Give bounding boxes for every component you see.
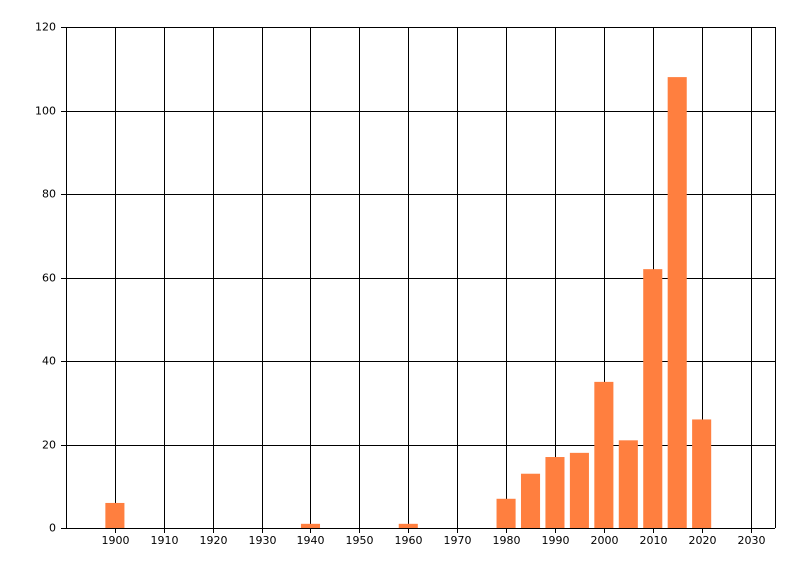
x-tick-label: 1950 — [346, 534, 374, 547]
bar — [692, 419, 712, 528]
x-tick-label: 1980 — [493, 534, 521, 547]
x-tick-label: 1940 — [297, 534, 325, 547]
bar — [594, 381, 614, 528]
bar — [618, 440, 638, 528]
bar — [667, 77, 687, 528]
y-tick-label: 40 — [42, 355, 56, 368]
y-tick-label: 120 — [35, 21, 56, 34]
x-tick-label: 1970 — [444, 534, 472, 547]
y-tick-label: 60 — [42, 272, 56, 285]
x-tick-label: 2020 — [689, 534, 717, 547]
y-tick-label: 0 — [49, 522, 56, 535]
bar — [545, 457, 565, 528]
x-tick-label: 2030 — [738, 534, 766, 547]
x-tick-label: 2010 — [640, 534, 668, 547]
bar — [496, 498, 516, 528]
x-tick-label: 1900 — [102, 534, 130, 547]
y-tick-label: 100 — [35, 105, 56, 118]
bar — [520, 473, 541, 528]
y-tick-label: 20 — [42, 439, 56, 452]
x-tick-label: 2000 — [591, 534, 619, 547]
x-tick-label: 1910 — [151, 534, 179, 547]
bar — [398, 523, 418, 528]
x-tick-label: 1990 — [542, 534, 570, 547]
bar — [569, 452, 589, 528]
y-tick-label: 80 — [42, 188, 56, 201]
x-tick-label: 1930 — [249, 534, 277, 547]
x-tick-label: 1920 — [200, 534, 228, 547]
bar — [643, 269, 663, 528]
bar — [300, 523, 321, 528]
x-tick-label: 1960 — [395, 534, 423, 547]
bar — [105, 502, 125, 528]
